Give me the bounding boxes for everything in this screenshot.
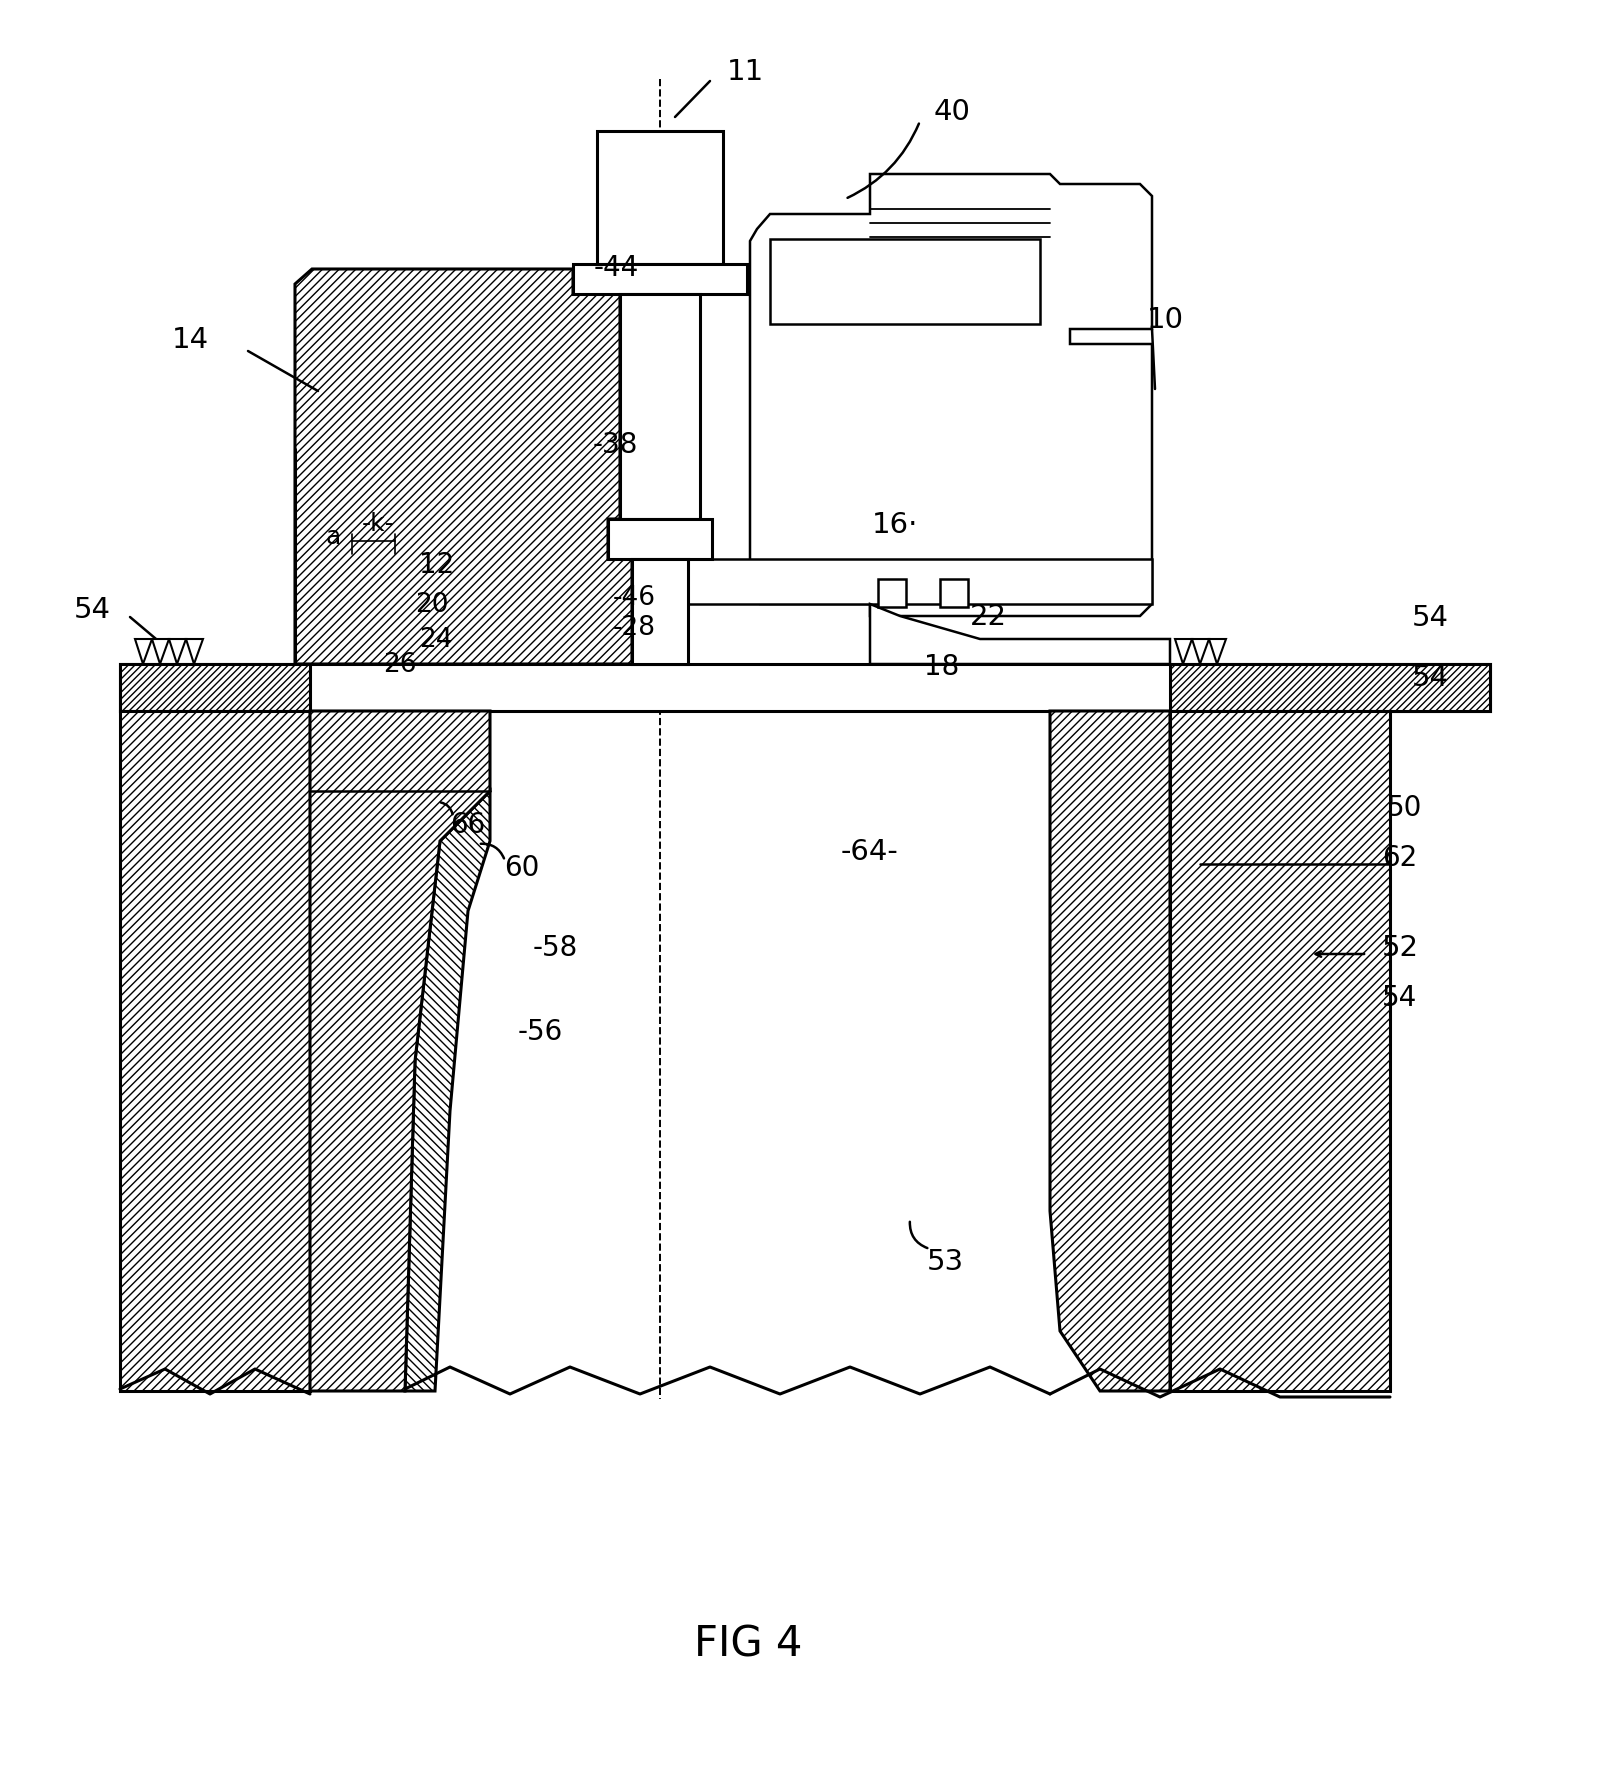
Bar bbox=[878, 580, 906, 608]
Polygon shape bbox=[134, 640, 152, 665]
Text: 54: 54 bbox=[1382, 984, 1418, 1011]
Polygon shape bbox=[1050, 711, 1170, 1392]
Polygon shape bbox=[1192, 640, 1210, 665]
Text: a: a bbox=[325, 525, 341, 548]
Text: -64-: -64- bbox=[842, 837, 899, 865]
Polygon shape bbox=[186, 640, 203, 665]
Text: 24: 24 bbox=[419, 626, 453, 652]
Text: -56: -56 bbox=[517, 1018, 563, 1046]
Text: 40: 40 bbox=[933, 98, 971, 126]
Bar bbox=[608, 519, 712, 560]
Text: 62: 62 bbox=[1382, 844, 1418, 872]
Bar bbox=[120, 665, 1490, 711]
Polygon shape bbox=[1174, 640, 1192, 665]
Bar bbox=[770, 239, 1040, 324]
Polygon shape bbox=[870, 605, 1170, 665]
Text: 12: 12 bbox=[419, 551, 454, 578]
Text: -38: -38 bbox=[592, 431, 638, 459]
Text: 52: 52 bbox=[1381, 933, 1419, 961]
Bar bbox=[597, 131, 723, 264]
Polygon shape bbox=[405, 791, 490, 1392]
Polygon shape bbox=[750, 176, 1152, 617]
Text: -44: -44 bbox=[594, 254, 638, 282]
Text: 22: 22 bbox=[970, 603, 1006, 631]
Bar bbox=[941, 580, 968, 608]
Text: 53: 53 bbox=[926, 1246, 963, 1275]
Text: 11: 11 bbox=[726, 59, 763, 85]
Bar bbox=[120, 711, 310, 1392]
Bar bbox=[1170, 665, 1490, 711]
Text: -k-: -k- bbox=[362, 512, 394, 535]
Text: -58: -58 bbox=[533, 933, 578, 961]
Text: 18: 18 bbox=[925, 652, 960, 681]
Text: 16·: 16· bbox=[872, 511, 918, 539]
Bar bbox=[120, 665, 310, 711]
Bar bbox=[632, 560, 688, 665]
Text: -28: -28 bbox=[613, 615, 656, 640]
Text: 20: 20 bbox=[416, 592, 448, 617]
Text: 54: 54 bbox=[1411, 603, 1448, 631]
Bar bbox=[1170, 711, 1390, 1392]
Text: 54: 54 bbox=[74, 596, 110, 624]
Text: 66: 66 bbox=[450, 810, 486, 839]
Polygon shape bbox=[1210, 640, 1226, 665]
Text: 10: 10 bbox=[1147, 305, 1184, 333]
Text: 54: 54 bbox=[1411, 663, 1448, 691]
Text: 60: 60 bbox=[504, 853, 539, 881]
Text: 50: 50 bbox=[1387, 794, 1422, 821]
Bar bbox=[573, 264, 747, 294]
Text: 26: 26 bbox=[384, 652, 416, 677]
Text: FIG 4: FIG 4 bbox=[694, 1622, 802, 1665]
Polygon shape bbox=[170, 640, 186, 665]
Polygon shape bbox=[294, 269, 632, 665]
Bar bbox=[632, 560, 1152, 605]
Bar bbox=[621, 294, 701, 519]
Polygon shape bbox=[152, 640, 170, 665]
Text: -46: -46 bbox=[613, 585, 656, 610]
Text: 14: 14 bbox=[171, 326, 208, 355]
Polygon shape bbox=[310, 711, 490, 1392]
